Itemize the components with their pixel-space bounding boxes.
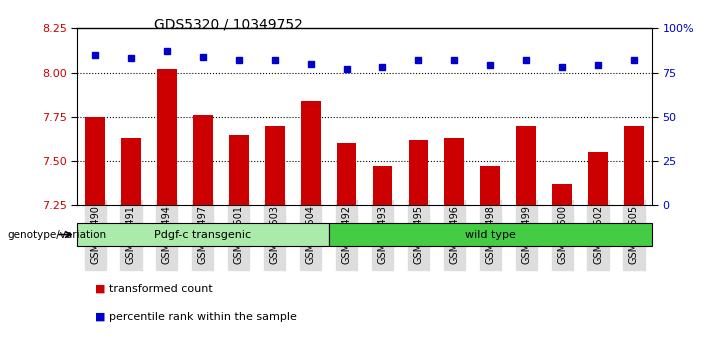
Bar [301,101,320,205]
Bar [588,152,608,205]
Text: ■: ■ [95,312,105,322]
Text: transformed count: transformed count [109,284,212,293]
Bar [409,140,428,205]
Text: genotype/variation: genotype/variation [7,230,106,240]
Text: ■: ■ [95,284,105,293]
Bar [193,115,212,205]
Bar [157,69,177,205]
Bar [336,143,356,205]
Bar [552,184,572,205]
Bar [229,135,249,205]
Text: GDS5320 / 10349752: GDS5320 / 10349752 [154,18,303,32]
Text: percentile rank within the sample: percentile rank within the sample [109,312,297,322]
Bar [444,138,464,205]
Bar [329,223,652,246]
Bar [480,166,500,205]
Bar [265,126,285,205]
Bar [624,126,644,205]
Bar [121,138,141,205]
Bar [77,223,329,246]
Text: Pdgf-c transgenic: Pdgf-c transgenic [154,229,252,240]
Bar [373,166,393,205]
Bar [517,126,536,205]
Bar [86,117,105,205]
Text: wild type: wild type [465,229,516,240]
